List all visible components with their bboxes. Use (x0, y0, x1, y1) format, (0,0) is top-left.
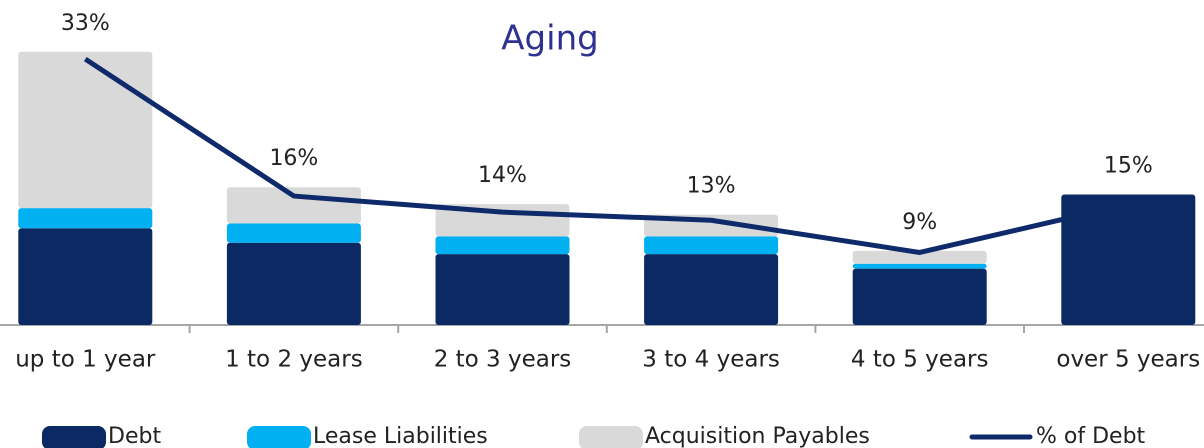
bar-segment (226, 242, 361, 325)
bar-segment (1061, 194, 1196, 325)
bar-segment (644, 254, 779, 325)
bar-segment (644, 236, 779, 255)
bar-segment (18, 228, 153, 325)
data-label: 9% (902, 210, 937, 235)
data-label: 15% (1104, 153, 1153, 178)
x-tick-label: 2 to 3 years (434, 347, 572, 373)
legend-label: Acquisition Payables (645, 424, 870, 448)
bar-segment (435, 236, 570, 255)
bar-segment (435, 254, 570, 325)
data-label: 33% (61, 11, 110, 36)
line-series (83, 56, 1129, 255)
bar-segment (226, 187, 361, 224)
x-tick-label: 1 to 2 years (225, 347, 363, 373)
bar-segment (226, 223, 361, 243)
data-label: 14% (478, 163, 527, 188)
x-tick-label: over 5 years (1056, 347, 1200, 373)
bar-segment (852, 263, 987, 269)
bar-segment (18, 51, 153, 209)
bar-segment (18, 208, 153, 229)
legend-label: Lease Liabilities (313, 424, 488, 448)
chart-title: Aging (501, 19, 598, 59)
x-tick-label: 3 to 4 years (642, 347, 780, 373)
legend-swatch (42, 426, 106, 448)
x-tick-label: 4 to 5 years (851, 347, 989, 373)
bar-segment (852, 250, 987, 264)
legend-label: % of Debt (1036, 424, 1146, 448)
legend-label: Debt (108, 424, 161, 448)
data-label: 16% (269, 146, 318, 171)
legend-swatch (247, 426, 311, 448)
bar-segment (852, 268, 987, 325)
legend-swatch (579, 426, 643, 448)
data-label: 13% (687, 174, 736, 199)
x-tick-label: up to 1 year (15, 347, 156, 373)
